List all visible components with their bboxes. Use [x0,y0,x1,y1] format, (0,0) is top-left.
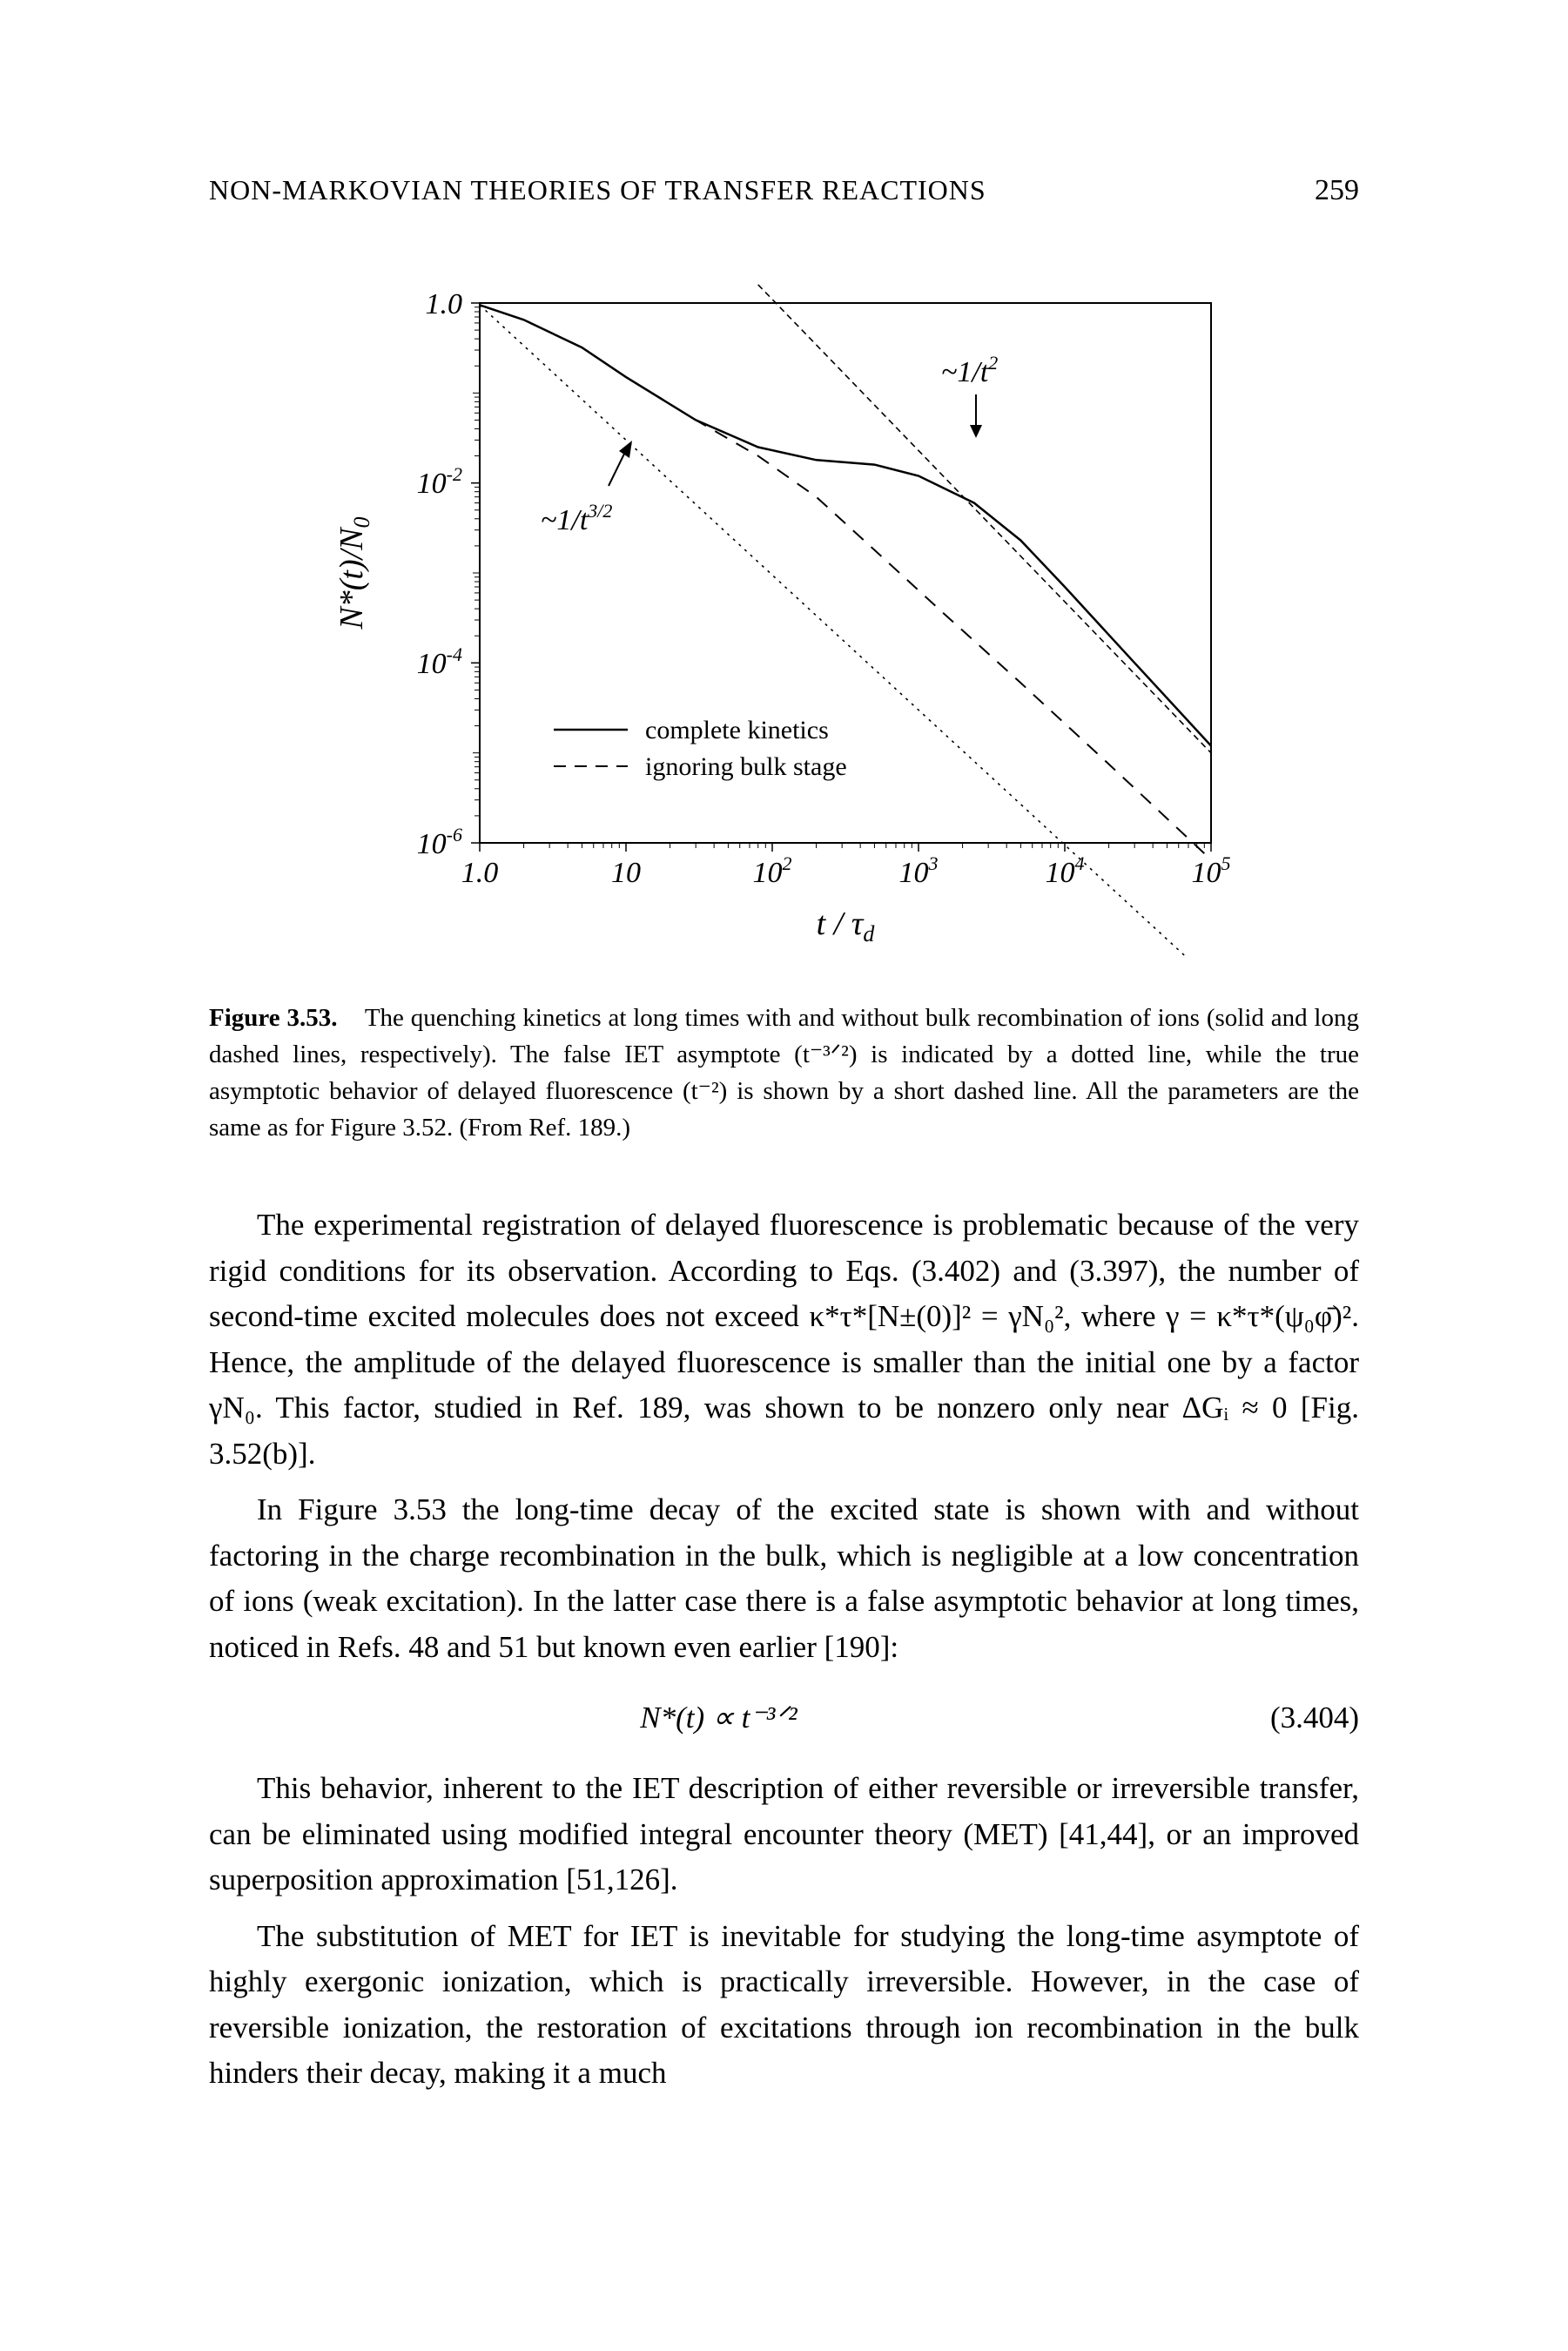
svg-text:102: 102 [752,852,791,889]
svg-text:105: 105 [1191,852,1230,889]
page-number: 259 [1315,174,1359,207]
svg-text:1.0: 1.0 [461,857,498,889]
chart-svg: 1.0 10 102 103 104 105 1.0 10-2 10-4 10-… [314,268,1255,956]
svg-text:103: 103 [898,852,938,889]
body-text: The experimental registration of delayed… [209,1202,1359,2097]
paragraph-1: The experimental registration of delayed… [209,1202,1359,1477]
svg-text:10-2: 10-2 [416,463,461,500]
svg-text:10-4: 10-4 [416,643,461,680]
page-header: NON-MARKOVIAN THEORIES OF TRANSFER REACT… [209,174,1359,207]
svg-text:t / τd: t / τd [816,906,875,946]
svg-text:10-6: 10-6 [416,824,461,860]
caption-text: The quenching kinetics at long times wit… [209,1004,1359,1142]
equation-number: (3.404) [1228,1701,1359,1735]
paragraph-2: In Figure 3.53 the long-time decay of th… [209,1487,1359,1670]
figure-caption: Figure 3.53. The quenching kinetics at l… [209,1000,1359,1146]
equation-3-404: N*(t) ∝ t⁻³ᐟ² (3.404) [209,1701,1359,1735]
paragraph-3: This behavior, inherent to the IET descr… [209,1766,1359,1903]
svg-text:N*(t)/N0: N*(t)/N0 [333,516,374,630]
caption-label: Figure 3.53. [209,1004,337,1032]
svg-text:1.0: 1.0 [425,288,462,320]
svg-text:ignoring bulk stage: ignoring bulk stage [645,752,847,781]
running-head: NON-MARKOVIAN THEORIES OF TRANSFER REACT… [209,174,986,207]
svg-text:~1/t2: ~1/t2 [941,352,998,388]
equation-formula: N*(t) ∝ t⁻³ᐟ² [209,1701,1228,1735]
svg-text:10: 10 [611,857,641,889]
svg-text:complete kinetics: complete kinetics [645,716,829,744]
svg-text:~1/t3/2: ~1/t3/2 [541,500,612,536]
figure-3-53: 1.0 10 102 103 104 105 1.0 10-2 10-4 10-… [314,268,1255,956]
paragraph-4: The substitution of MET for IET is inevi… [209,1914,1359,2097]
page: NON-MARKOVIAN THEORIES OF TRANSFER REACT… [0,0,1568,2351]
